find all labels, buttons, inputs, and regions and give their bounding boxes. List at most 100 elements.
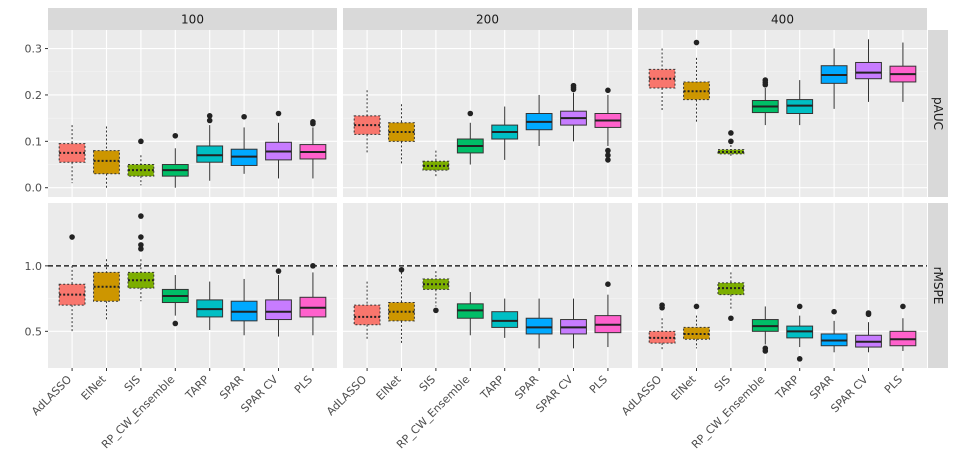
box-TARP xyxy=(196,113,224,181)
box-SIS xyxy=(422,271,450,314)
facet-strip-label: 200 xyxy=(476,13,499,27)
x-tick-label: TARP xyxy=(182,373,212,403)
facet-strip-label: pAUC xyxy=(931,97,945,130)
x-tick-label: TARP xyxy=(477,373,507,403)
box-PLS xyxy=(594,87,622,163)
facet-strip-pAUC xyxy=(928,30,948,197)
box-SPAR CV xyxy=(265,110,292,179)
y-tick-label: 0.2 xyxy=(25,89,43,102)
outlier-point xyxy=(275,110,282,117)
x-tick-label: ElNet xyxy=(374,372,404,402)
outlier-point xyxy=(728,138,734,145)
x-tick-label: SPAR xyxy=(807,373,836,402)
outlier-point xyxy=(310,119,316,125)
x-tick-label: AdLASSO xyxy=(29,373,74,418)
outlier-point xyxy=(275,268,282,274)
x-tick-label: SIS xyxy=(122,373,143,394)
box-RP_CW_Ensemble xyxy=(161,275,189,327)
x-tick-label: AdLASSO xyxy=(324,373,369,418)
box-SIS xyxy=(127,138,155,186)
outlier-point xyxy=(831,308,837,315)
y-tick-label: 1.0 xyxy=(25,260,43,273)
box-PLS xyxy=(889,42,917,102)
x-tick-label: SPAR CV xyxy=(533,373,576,416)
x-tick-label: TARP xyxy=(772,373,802,403)
box-SPAR xyxy=(230,113,258,174)
outlier-point xyxy=(467,110,474,117)
x-tick-label: ElNet xyxy=(669,372,699,402)
outlier-point xyxy=(693,39,700,46)
box-AdLASSO xyxy=(58,234,86,332)
x-tick-label: PLS xyxy=(292,373,315,396)
y-tick-label: 0.0 xyxy=(25,182,43,195)
outlier-point xyxy=(900,303,906,310)
x-tick-label: SIS xyxy=(712,373,733,394)
outlier-point xyxy=(659,302,665,308)
box-RP_CW_Ensemble xyxy=(751,77,779,126)
box-ElNet xyxy=(683,303,710,349)
box-AdLASSO xyxy=(353,281,381,341)
outlier-point xyxy=(138,242,144,248)
outlier-point xyxy=(570,82,577,89)
box-AdLASSO xyxy=(353,90,381,153)
outlier-point xyxy=(728,130,734,136)
box-SPAR xyxy=(820,308,848,353)
box-SPAR CV xyxy=(855,310,882,353)
box-ElNet xyxy=(93,259,120,321)
box-PLS xyxy=(299,263,327,336)
outlier-point xyxy=(206,113,213,119)
outlier-point xyxy=(762,77,769,83)
panel-background xyxy=(638,203,927,368)
box-body xyxy=(93,150,120,175)
box-ElNet xyxy=(388,104,415,165)
box-body xyxy=(525,317,553,335)
outlier-point xyxy=(796,303,803,310)
outlier-point xyxy=(172,320,179,327)
outlier-point xyxy=(605,152,611,159)
x-tick-label: PLS xyxy=(587,373,610,396)
box-TARP xyxy=(491,106,519,160)
outlier-point xyxy=(241,113,247,120)
box-TARP xyxy=(786,303,814,362)
box-SIS xyxy=(422,150,450,177)
outlier-point xyxy=(693,303,700,310)
box-body xyxy=(265,299,292,321)
outlier-point xyxy=(172,132,179,139)
y-tick-label: 0.5 xyxy=(25,325,43,338)
outlier-point xyxy=(762,345,769,352)
facet-strip-label: 400 xyxy=(771,13,794,27)
outlier-point xyxy=(605,281,611,287)
outlier-point xyxy=(138,234,144,240)
box-AdLASSO xyxy=(648,302,676,351)
outlier-point xyxy=(605,157,611,163)
box-PLS xyxy=(889,303,917,351)
box-body xyxy=(855,61,882,80)
box-SPAR xyxy=(230,278,258,336)
outlier-point xyxy=(728,315,734,322)
box-RP_CW_Ensemble xyxy=(161,132,189,188)
box-ElNet xyxy=(683,39,710,123)
box-PLS xyxy=(594,281,622,348)
facet-strip-label: rMSPE xyxy=(931,267,945,305)
y-tick-label: 0.3 xyxy=(25,43,43,56)
box-SPAR CV xyxy=(265,268,292,337)
box-RP_CW_Ensemble xyxy=(456,110,484,165)
box-SPAR xyxy=(820,48,848,109)
outlier-point xyxy=(796,356,803,362)
facet-strip-label: 100 xyxy=(181,13,204,27)
box-body xyxy=(353,304,381,326)
box-SPAR xyxy=(525,298,553,349)
outlier-point xyxy=(138,246,144,252)
outlier-point xyxy=(138,213,144,219)
box-body xyxy=(491,311,519,328)
outlier-point xyxy=(605,87,611,94)
box-body xyxy=(196,145,224,163)
panel-background xyxy=(343,30,632,197)
outlier-point xyxy=(398,266,405,273)
facet-strip-100 xyxy=(48,8,337,30)
x-tick-label: AdLASSO xyxy=(619,373,664,418)
x-tick-label: SIS xyxy=(417,373,438,394)
y-tick-label: 0.1 xyxy=(25,135,43,148)
x-tick-label: SPAR CV xyxy=(238,373,281,416)
box-ElNet xyxy=(93,126,120,188)
